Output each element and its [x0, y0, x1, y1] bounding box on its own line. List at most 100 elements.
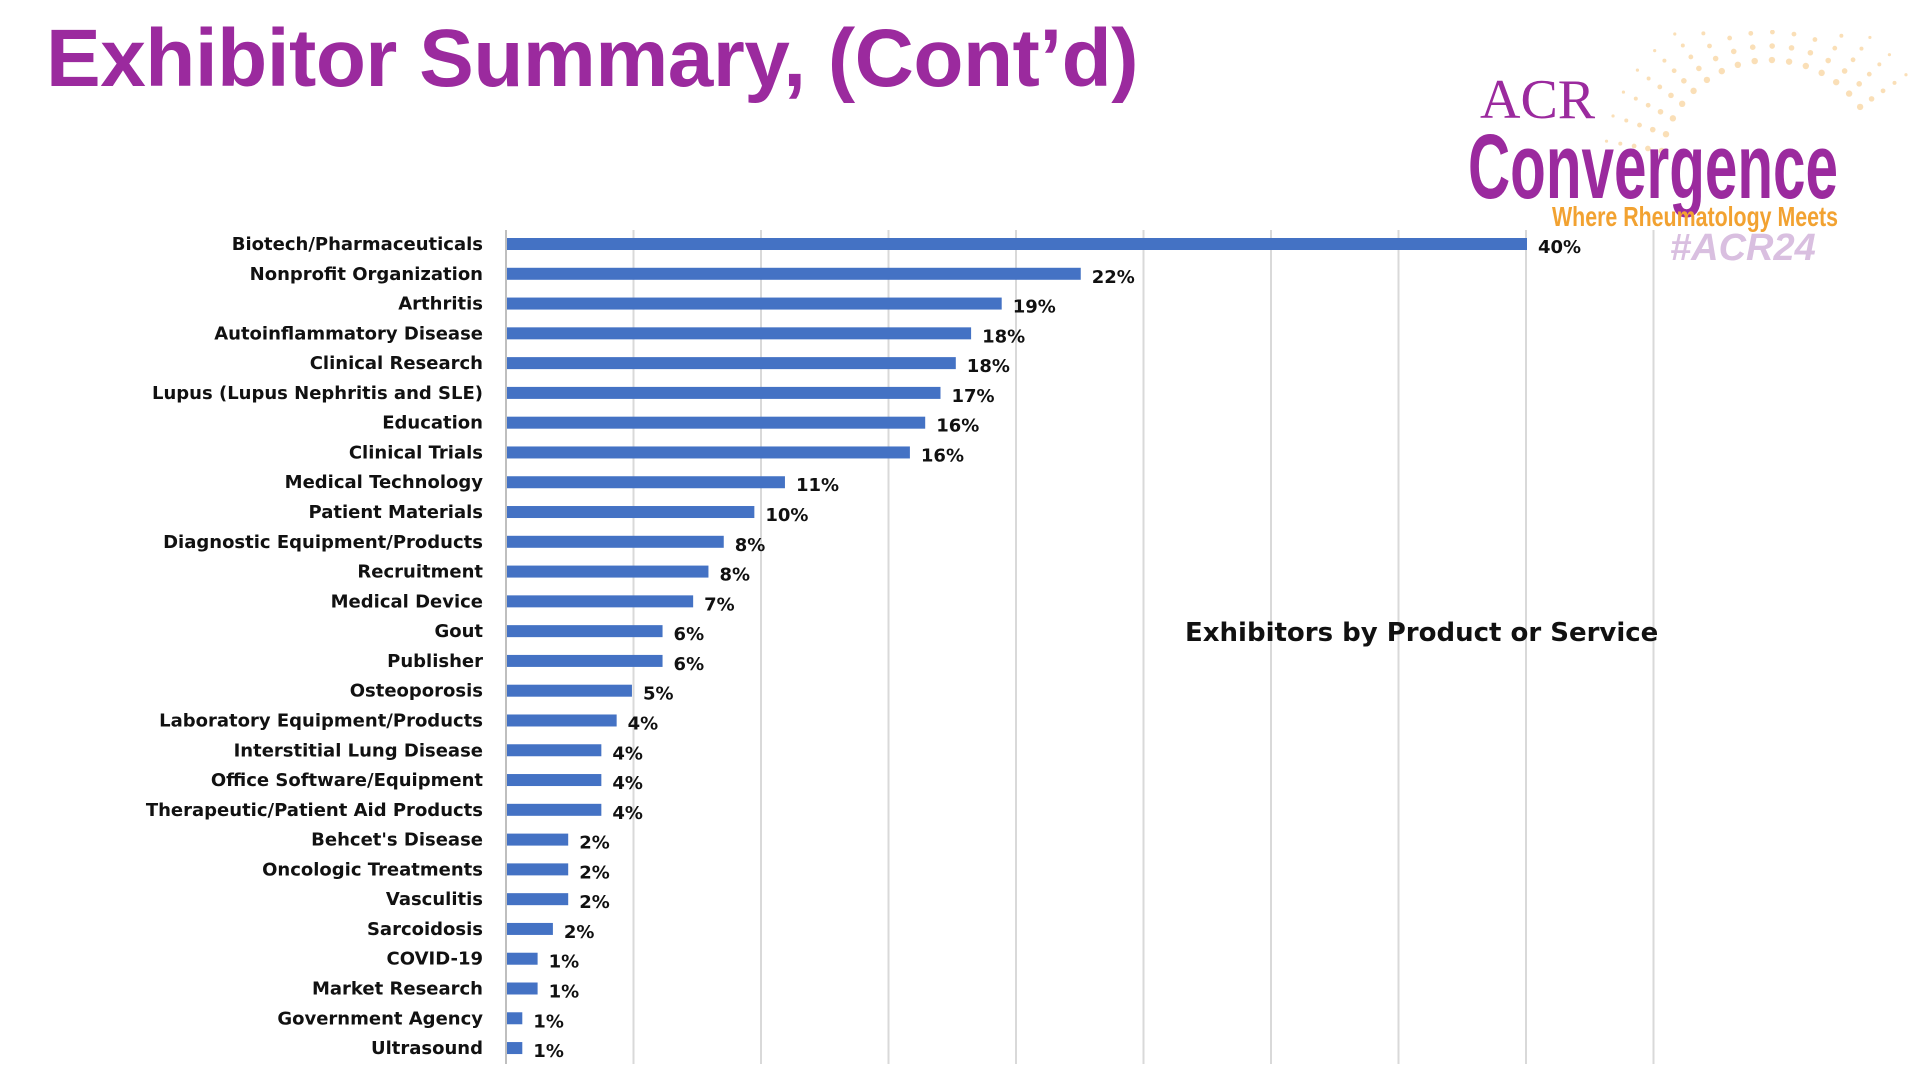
- category-label: Recruitment: [357, 562, 483, 583]
- bar: [507, 863, 569, 876]
- logo-dot: [1696, 65, 1702, 72]
- category-label: Nonprofit Organization: [250, 264, 483, 285]
- data-label: 1%: [549, 952, 580, 973]
- logo-dot: [1658, 147, 1665, 155]
- logo-dot: [1662, 130, 1670, 138]
- data-label: 8%: [719, 565, 750, 586]
- bar: [507, 744, 602, 757]
- logo-dot: [1712, 55, 1719, 62]
- logo-convergence: Convergence: [1468, 116, 1838, 218]
- logo-dot: [1703, 76, 1711, 84]
- data-label: 5%: [643, 684, 674, 705]
- category-label: Biotech/Pharmaceuticals: [232, 234, 483, 255]
- logo-dot: [1657, 84, 1663, 90]
- data-label: 2%: [579, 833, 610, 854]
- category-label: Therapeutic/Patient Aid Products: [146, 800, 483, 821]
- category-label: Clinical Trials: [349, 442, 483, 463]
- data-label: 6%: [674, 624, 705, 645]
- bar: [507, 922, 553, 935]
- data-label: 16%: [921, 445, 964, 466]
- logo-tagline: Where Rheumatology Meets: [1552, 201, 1838, 232]
- bar: [507, 535, 724, 548]
- logo-dot: [1611, 114, 1615, 118]
- logo-dot: [1785, 58, 1793, 65]
- bar: [507, 595, 694, 608]
- logo-dot: [1621, 90, 1626, 94]
- logo-dot: [1749, 44, 1756, 51]
- bar: [507, 1012, 523, 1025]
- logo-dot: [1718, 67, 1725, 75]
- data-label: 11%: [796, 475, 839, 496]
- logo-dot: [1788, 45, 1795, 51]
- data-label: 16%: [936, 416, 979, 437]
- logo-dot: [1662, 58, 1667, 63]
- category-label: Clinical Research: [310, 353, 483, 374]
- logo-dot: [1680, 43, 1685, 48]
- category-label: COVID-19: [387, 949, 483, 970]
- logo-dot: [1653, 48, 1657, 53]
- logo-dot: [1618, 141, 1623, 146]
- logo-dot: [1657, 108, 1664, 115]
- category-label: Publisher: [387, 651, 483, 672]
- data-label: 10%: [765, 505, 808, 526]
- logo-dot: [1856, 81, 1862, 87]
- bar: [507, 833, 569, 846]
- data-label: 17%: [952, 386, 995, 407]
- logo-dot: [1868, 96, 1875, 102]
- data-label: 2%: [564, 922, 595, 943]
- logo-dot: [1812, 37, 1818, 42]
- logo-dot: [1832, 78, 1840, 86]
- bar: [507, 386, 941, 399]
- logo-dot: [1671, 68, 1677, 74]
- logo-dot: [1690, 87, 1697, 95]
- logo-dot: [1832, 45, 1838, 51]
- logo-dot: [1678, 100, 1686, 108]
- logo-dot: [1730, 48, 1737, 55]
- data-label: 7%: [704, 594, 735, 615]
- bar: [507, 267, 1081, 280]
- logo-dot: [1818, 69, 1825, 77]
- category-label: Laboratory Equipment/Products: [159, 710, 483, 731]
- bar: [507, 654, 663, 667]
- bar: [507, 774, 602, 787]
- bar: [507, 714, 617, 727]
- logo-dot: [1850, 57, 1856, 63]
- logo-dot: [1791, 31, 1797, 37]
- bar: [507, 625, 663, 638]
- category-label: Gout: [434, 621, 483, 642]
- bar: [507, 357, 956, 370]
- category-label: Interstitial Lung Disease: [234, 740, 483, 761]
- logo-dot: [1887, 53, 1892, 57]
- data-label: 4%: [612, 773, 643, 794]
- logo-dot: [1802, 62, 1810, 70]
- logo-hashtag: #ACR24: [1670, 227, 1816, 269]
- logo-dot: [1768, 56, 1776, 64]
- logo-dot: [1825, 57, 1832, 64]
- data-label: 18%: [967, 356, 1010, 377]
- logo-dot: [1727, 35, 1733, 41]
- logo-dot: [1645, 102, 1651, 108]
- logo-dot: [1633, 96, 1638, 101]
- logo-dot: [1868, 35, 1872, 40]
- logo-dot: [1751, 57, 1758, 65]
- category-label: Vasculitis: [386, 889, 483, 910]
- logo-dot: [1673, 32, 1677, 36]
- category-label: Ultrasound: [371, 1038, 483, 1059]
- data-label: 19%: [1013, 297, 1056, 318]
- category-label: Oncologic Treatments: [262, 859, 483, 880]
- data-label: 4%: [612, 803, 643, 824]
- logo-dot: [1707, 43, 1712, 49]
- category-label: Osteoporosis: [350, 681, 483, 702]
- logo-dot: [1748, 30, 1754, 36]
- logo-dot: [1669, 115, 1677, 122]
- category-label: Behcet's Disease: [311, 830, 483, 851]
- data-label: 22%: [1092, 267, 1135, 288]
- data-label: 4%: [612, 743, 643, 764]
- logo-dot: [1770, 30, 1775, 35]
- category-label: Lupus (Lupus Nephritis and SLE): [152, 383, 483, 404]
- logo-dot: [1866, 71, 1872, 77]
- logo-dot: [1845, 90, 1853, 97]
- logo-dot: [1877, 62, 1882, 67]
- logo-dot: [1839, 33, 1844, 38]
